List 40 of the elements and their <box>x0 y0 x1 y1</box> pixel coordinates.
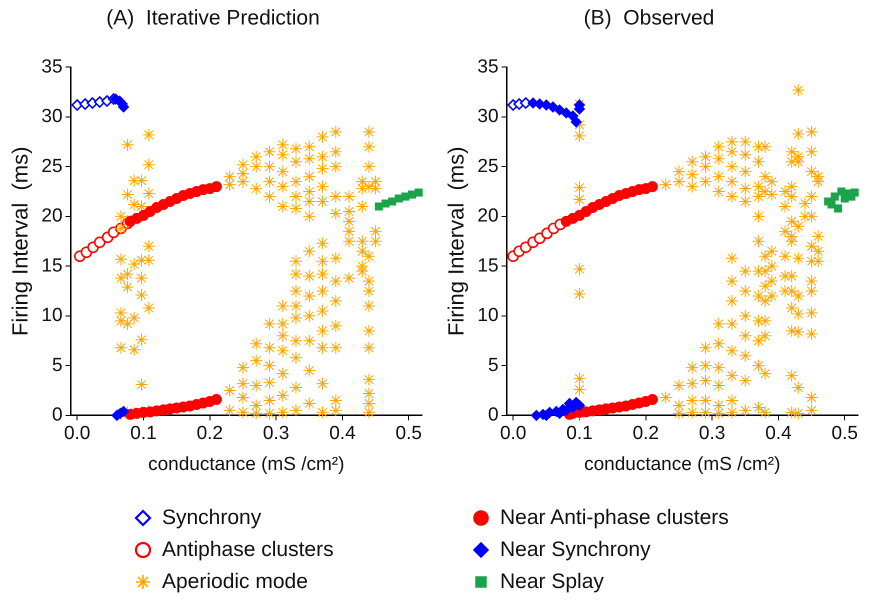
legend-label: Aperiodic mode <box>162 570 308 594</box>
y-tick-label: 25 <box>41 156 63 177</box>
y-tick-label: 10 <box>41 305 63 326</box>
legend-label: Synchrony <box>162 506 262 530</box>
legend-label: Near Anti-phase clusters <box>500 506 729 530</box>
x-tick-label: 0.5 <box>396 423 422 444</box>
legend-label: Antiphase clusters <box>162 538 334 562</box>
y-tick-label: 20 <box>477 206 499 227</box>
chart-title: (A) Iterative Prediction <box>106 6 320 30</box>
x-tick-label: 0.3 <box>698 423 726 444</box>
x-tick-label: 0.5 <box>832 423 858 444</box>
y-tick-label: 30 <box>41 106 63 128</box>
y-tick-label: 10 <box>477 305 499 326</box>
y-tick-label: 0 <box>488 404 499 426</box>
y-axis-title: Firing Interval (ms) <box>443 146 468 336</box>
y-tick-label: 30 <box>477 106 499 128</box>
y-tick-label: 20 <box>41 206 63 227</box>
legend-label: Near Splay <box>500 570 604 594</box>
y-tick-label: 15 <box>477 255 499 276</box>
y-tick-label: 5 <box>52 354 63 376</box>
y-axis-title: Firing Interval (ms) <box>7 146 32 336</box>
x-tick-label: 0.4 <box>765 423 792 444</box>
x-tick-label: 0.4 <box>329 423 356 444</box>
x-tick-label: 0.1 <box>566 423 593 444</box>
y-tick-label: 25 <box>477 156 499 177</box>
x-axis-title: conductance (mS /cm²) <box>148 454 344 475</box>
x-tick-label: 0.3 <box>262 423 290 444</box>
x-axis-title: conductance (mS /cm²) <box>584 454 780 475</box>
y-tick-label: 0 <box>52 404 63 426</box>
y-tick-label: 35 <box>477 56 499 78</box>
x-tick-label: 0.0 <box>500 423 526 444</box>
y-tick-label: 35 <box>41 56 63 78</box>
x-tick-label: 0.2 <box>632 423 660 444</box>
y-tick-label: 15 <box>41 255 63 276</box>
x-tick-label: 0.1 <box>130 423 157 444</box>
x-tick-label: 0.0 <box>64 423 90 444</box>
chart-title: (B) Observed <box>584 6 714 30</box>
x-tick-label: 0.2 <box>196 423 224 444</box>
legend-label: Near Synchrony <box>500 538 651 562</box>
y-tick-label: 5 <box>488 354 499 376</box>
